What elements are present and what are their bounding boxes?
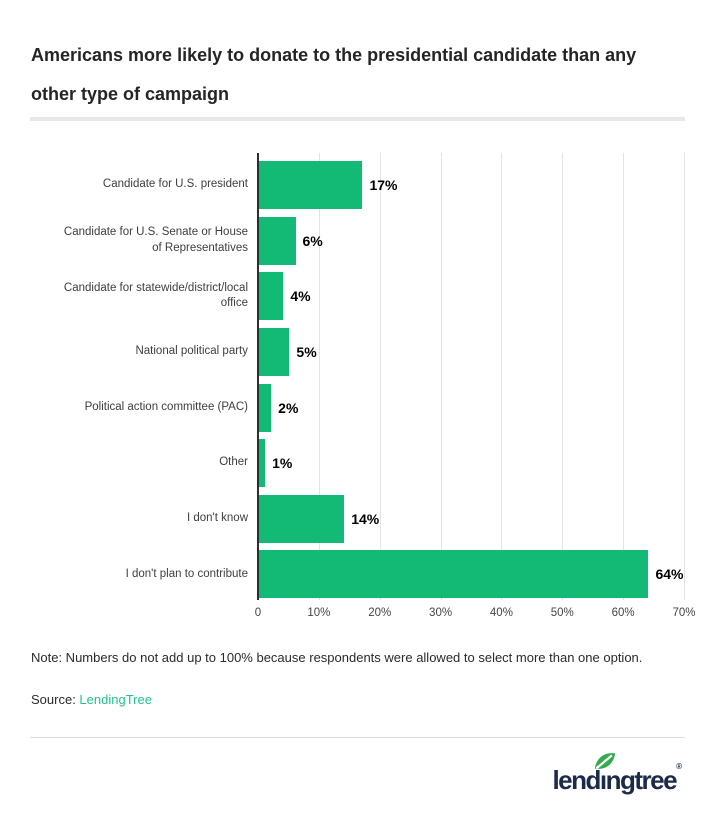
chart-row: I don't plan to contribute 64% xyxy=(0,542,715,599)
chart-row: Other 1% xyxy=(0,431,715,488)
registered-mark: ® xyxy=(676,762,682,771)
category-label: National political party xyxy=(135,345,248,358)
logo-letter-i: ı xyxy=(594,753,616,796)
source-prefix: Source: xyxy=(31,692,80,707)
gridline xyxy=(318,153,320,600)
value-label: 14% xyxy=(351,510,380,527)
source-link[interactable]: LendingTree xyxy=(79,692,152,707)
category-label: I don't know xyxy=(186,512,248,524)
logo-text-ngtree: ngtree xyxy=(605,765,678,795)
chart-row: Political action committee (PAC) 2% xyxy=(0,376,715,432)
value-label: 2% xyxy=(278,399,299,416)
page-title: Americans more likely to donate to the p… xyxy=(31,45,637,104)
x-tick-label: 50% xyxy=(550,607,574,619)
gridline xyxy=(562,153,564,600)
gridline xyxy=(623,153,625,600)
value-label: 17% xyxy=(369,177,398,193)
leaf-icon xyxy=(594,753,616,770)
x-tick-label: 20% xyxy=(368,607,392,619)
value-label: 4% xyxy=(290,288,311,305)
x-tick-label: 40% xyxy=(489,607,513,619)
logo-text-lend: lend xyxy=(552,765,601,795)
bar xyxy=(259,161,363,209)
x-tick-label: 30% xyxy=(429,607,453,619)
bar-chart: Candidate for U.S. president 17% Candida… xyxy=(0,153,715,633)
x-tick-label: 0 xyxy=(254,607,262,619)
note-text: Note: Numbers do not add up to 100% beca… xyxy=(31,650,643,665)
logo-text-i: ı xyxy=(599,765,607,795)
category-label: Candidate for statewide/district/local o… xyxy=(63,281,248,310)
chart-row: Candidate for statewide/district/local o… xyxy=(0,264,715,321)
chart-row: National political party 5% xyxy=(0,320,715,376)
category-label: Candidate for U.S. president xyxy=(102,178,248,191)
value-label: 64% xyxy=(655,566,684,583)
category-label: Other xyxy=(219,456,248,469)
x-tick-label: 60% xyxy=(611,607,635,619)
bar xyxy=(259,494,345,543)
chart-row: Candidate for U.S. president 17% xyxy=(0,153,715,209)
category-label: I don't plan to contribute xyxy=(125,567,248,580)
source-line: Source: LendingTree xyxy=(31,692,152,707)
gridline xyxy=(440,153,442,600)
title-divider xyxy=(30,117,685,121)
category-label: Candidate for U.S. Senate or House of Re… xyxy=(63,226,248,254)
bar xyxy=(259,216,296,265)
gridline xyxy=(379,153,381,600)
footer-divider xyxy=(30,737,685,738)
bar xyxy=(259,327,290,376)
chart-row: Candidate for U.S. Senate or House of Re… xyxy=(0,209,715,265)
category-label: Political action committee (PAC) xyxy=(84,400,248,413)
value-label: 1% xyxy=(272,455,293,472)
bar xyxy=(259,272,284,321)
gridline xyxy=(501,153,503,600)
x-tick-label: 10% xyxy=(307,607,331,619)
bar xyxy=(259,550,649,599)
y-axis-line xyxy=(257,153,259,600)
value-label: 6% xyxy=(302,232,323,249)
lendingtree-logo[interactable]: lend ıngtree® xyxy=(552,753,682,796)
x-tick-label: 70% xyxy=(672,607,696,619)
bar xyxy=(259,383,272,432)
gridline xyxy=(684,153,685,600)
bar xyxy=(259,439,266,488)
chart-row: I don't know 14% xyxy=(0,487,715,543)
value-label: 5% xyxy=(296,343,317,360)
